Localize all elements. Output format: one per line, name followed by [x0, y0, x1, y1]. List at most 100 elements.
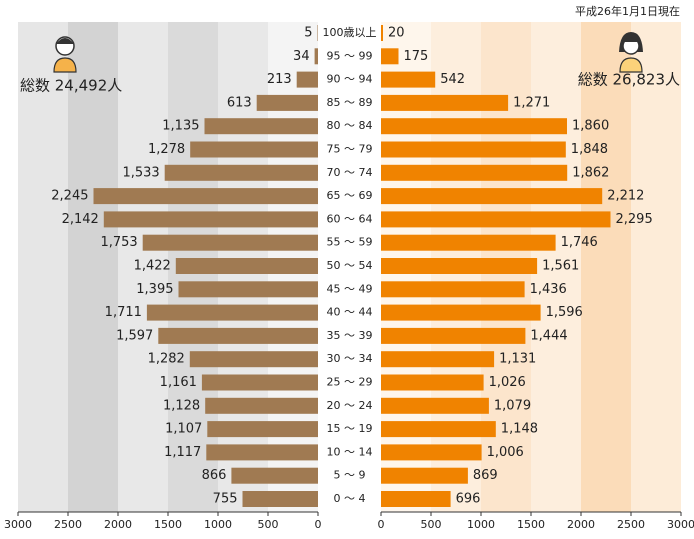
bar [381, 95, 508, 111]
bar [381, 211, 611, 227]
x-tick-label: 0 [378, 518, 385, 531]
age-label: 40 ～ 44 [327, 306, 373, 319]
value-label: 1,436 [530, 282, 567, 297]
x-tick-label: 3000 [667, 518, 694, 531]
value-label: 1,422 [134, 259, 171, 274]
age-label: 80 ～ 84 [327, 119, 373, 132]
bar [381, 421, 496, 437]
male-total: 総数 24,492人 [20, 77, 122, 95]
value-label: 1,148 [501, 422, 538, 437]
x-tick-label: 2000 [104, 518, 132, 531]
value-label: 1,860 [572, 119, 609, 134]
value-label: 1,026 [489, 375, 526, 390]
x-tick-label: 1000 [204, 518, 232, 531]
value-label: 5 [304, 26, 312, 41]
value-label: 696 [456, 492, 481, 507]
value-label: 869 [473, 468, 498, 483]
chart: 平成26年1月1日現在 総数 24,492人 総数 26,823人 0 0 500 5… [0, 0, 694, 535]
bar [381, 235, 556, 251]
bar [381, 398, 489, 414]
bar [202, 375, 318, 391]
bar [179, 281, 319, 297]
age-label: 70 ～ 74 [327, 166, 373, 179]
bar [231, 468, 318, 484]
bar [381, 118, 567, 134]
bar [381, 468, 468, 484]
age-label: 45 ～ 49 [327, 282, 373, 295]
female-icon [619, 32, 643, 72]
value-label: 2,212 [607, 189, 644, 204]
x-tick-label: 500 [421, 518, 442, 531]
bar [381, 328, 525, 344]
x-tick-label: 2500 [617, 518, 645, 531]
value-label: 1,596 [546, 305, 583, 320]
value-label: 1,746 [561, 235, 598, 250]
value-label: 1,711 [105, 305, 142, 320]
bar [381, 375, 484, 391]
x-tick-label: 1000 [467, 518, 495, 531]
age-label: 30 ～ 34 [327, 352, 373, 365]
x-tick-label: 2000 [567, 518, 595, 531]
bar [143, 235, 318, 251]
bar [257, 95, 318, 111]
age-label: 90 ～ 94 [327, 73, 373, 86]
value-label: 1,282 [148, 352, 185, 367]
bar [381, 165, 567, 181]
bar [207, 421, 318, 437]
value-label: 1,753 [100, 235, 137, 250]
value-label: 1,271 [513, 95, 550, 110]
bar [190, 142, 318, 158]
x-tick-label: 1500 [154, 518, 182, 531]
value-label: 1,161 [160, 375, 197, 390]
value-label: 613 [227, 95, 252, 110]
age-label: 65 ～ 69 [327, 189, 373, 202]
bar [205, 118, 319, 134]
value-label: 1,395 [136, 282, 173, 297]
band [631, 22, 681, 512]
value-label: 1,862 [572, 165, 609, 180]
value-label: 1,107 [165, 422, 202, 437]
bar [205, 398, 318, 414]
bar [190, 351, 318, 367]
x-tick-label: 0 [315, 518, 322, 531]
bar [297, 72, 318, 88]
age-label: 20 ～ 24 [327, 399, 373, 412]
x-tick-label: 1500 [517, 518, 545, 531]
age-label: 55 ～ 59 [327, 236, 373, 249]
bar [381, 351, 494, 367]
female-total: 総数 26,823人 [578, 71, 680, 89]
value-label: 1,597 [116, 328, 153, 343]
bar [165, 165, 318, 181]
bar [381, 188, 602, 204]
value-label: 1,117 [164, 445, 201, 460]
bar [243, 491, 319, 507]
note: 平成26年1月1日現在 [575, 4, 680, 18]
age-label: 85 ～ 89 [327, 96, 373, 109]
bar [381, 444, 482, 460]
x-tick-label: 2500 [54, 518, 82, 531]
age-label: 15 ～ 19 [327, 422, 373, 435]
value-label: 1,131 [499, 352, 536, 367]
value-label: 1,006 [487, 445, 524, 460]
band [581, 22, 631, 512]
value-label: 2,142 [62, 212, 99, 227]
bar [318, 25, 319, 41]
bar [381, 281, 525, 297]
age-label: 95 ～ 99 [327, 49, 373, 62]
bar [381, 72, 435, 88]
value-label: 866 [202, 468, 227, 483]
bar [206, 444, 318, 460]
value-label: 1,079 [494, 398, 531, 413]
x-tick-label: 500 [258, 518, 279, 531]
age-label: 50 ～ 54 [327, 259, 373, 272]
value-label: 1,533 [122, 165, 159, 180]
bar [158, 328, 318, 344]
value-label: 755 [213, 492, 238, 507]
age-label: 0 ～ 4 [334, 492, 366, 505]
bar [381, 258, 537, 274]
bar [315, 48, 318, 64]
age-label: 10 ～ 14 [327, 445, 373, 458]
bar [381, 48, 399, 64]
value-label: 1,135 [162, 119, 199, 134]
value-label: 1,278 [148, 142, 185, 157]
